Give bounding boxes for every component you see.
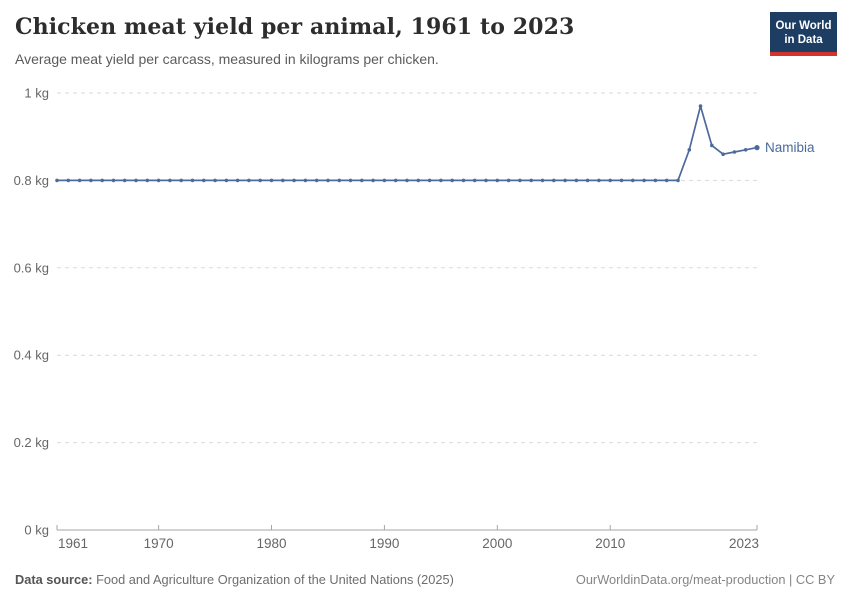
page-title: Chicken meat yield per animal, 1961 to 2… [15, 14, 575, 40]
data-point [631, 178, 635, 183]
data-point [721, 152, 725, 156]
data-point [213, 178, 217, 183]
data-point [472, 178, 477, 183]
data-point [55, 178, 59, 183]
data-point [111, 178, 116, 183]
data-point [754, 145, 760, 151]
y-tick-label: 0.2 kg [14, 435, 49, 450]
data-point [710, 143, 714, 148]
data-point [326, 178, 330, 183]
data-point [732, 150, 737, 154]
data-point [348, 178, 353, 183]
data-point [224, 178, 229, 183]
data-point [292, 178, 296, 183]
data-point [77, 178, 82, 183]
data-point [552, 178, 556, 183]
data-point [416, 178, 421, 183]
data-point [653, 178, 658, 183]
entity-label: Namibia [765, 140, 815, 155]
data-point [202, 178, 206, 183]
data-point [393, 178, 398, 183]
y-tick-label: 0.8 kg [14, 173, 49, 188]
data-point [563, 178, 567, 183]
data-point [439, 178, 443, 183]
data-point [676, 178, 680, 183]
data-point [247, 178, 251, 183]
data-point [337, 178, 342, 183]
data-point [382, 178, 387, 183]
owid-logo: Our World in Data [770, 12, 837, 57]
data-point [540, 178, 545, 183]
data-point [518, 178, 522, 183]
x-tick-label: 1970 [144, 536, 174, 551]
x-tick-label: 2000 [482, 536, 512, 551]
data-point [371, 178, 375, 183]
data-source-text: Food and Agriculture Organization of the… [92, 572, 454, 587]
data-point [360, 178, 364, 183]
x-tick-label: 2023 [729, 536, 759, 551]
data-point [608, 178, 612, 183]
data-point [484, 178, 488, 183]
owid-logo-line1: Our World [775, 20, 832, 32]
data-point [100, 178, 104, 183]
x-tick-label: 1990 [369, 536, 399, 551]
y-tick-label: 0 kg [24, 523, 49, 538]
owid-logo-line2: in Data [784, 34, 823, 47]
x-tick-label: 1980 [256, 536, 286, 551]
data-point [698, 104, 703, 108]
data-point [529, 178, 533, 183]
data-point [179, 178, 183, 183]
owid-url-link[interactable]: OurWorldinData.org/meat-production | CC … [575, 572, 835, 587]
data-point [303, 178, 308, 183]
data-point [664, 178, 669, 183]
data-point [190, 178, 195, 183]
data-source-label: Data source: [15, 572, 93, 587]
data-point [427, 178, 432, 183]
data-point [134, 178, 138, 183]
data-source: Data source: Food and Agriculture Organi… [15, 572, 454, 587]
chart-footer: Data source: Food and Agriculture Organi… [15, 572, 835, 587]
x-tick-label: 2010 [595, 536, 625, 551]
data-point [574, 178, 579, 183]
data-point [506, 178, 511, 183]
data-point [258, 178, 263, 183]
data-point [450, 178, 455, 183]
x-tick-label: 1961 [58, 536, 88, 551]
data-line-namibia [56, 105, 758, 182]
data-point [269, 178, 274, 183]
data-point [314, 178, 319, 183]
data-point [642, 178, 646, 183]
data-point [743, 148, 748, 152]
data-point [156, 178, 161, 183]
y-tick-label: 0.4 kg [14, 348, 49, 363]
data-point [66, 178, 71, 183]
data-point [585, 178, 590, 183]
data-point [619, 178, 624, 183]
data-point [687, 148, 692, 152]
data-point [235, 178, 240, 183]
chart-subtitle: Average meat yield per carcass, measured… [15, 51, 439, 67]
data-point [145, 178, 150, 183]
data-point [461, 178, 466, 183]
y-tick-label: 1 kg [24, 86, 49, 101]
data-point [281, 178, 285, 183]
data-point [597, 178, 601, 183]
data-point [122, 178, 127, 183]
data-point [89, 178, 93, 183]
data-point [495, 178, 500, 183]
y-tick-label: 0.6 kg [14, 260, 49, 275]
data-point [168, 178, 172, 183]
data-point [405, 178, 409, 183]
